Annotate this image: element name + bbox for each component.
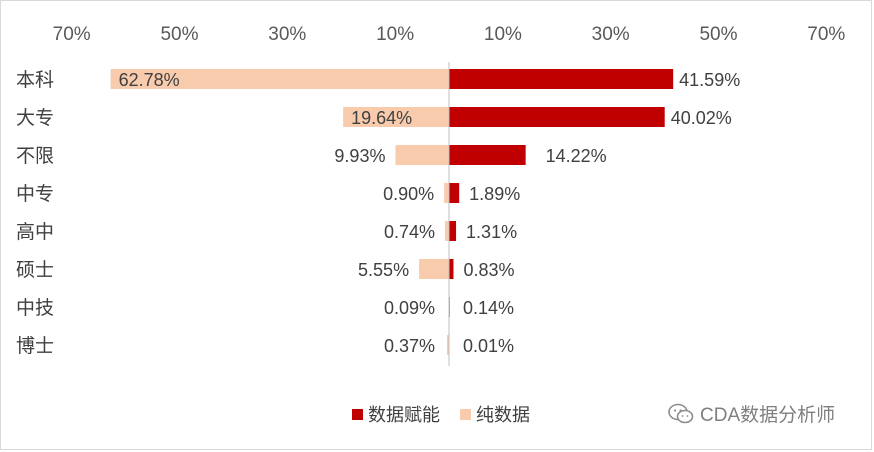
data-label-right: 14.22% xyxy=(546,146,607,166)
data-labels: 62.78% 41.59% 19.64% 40.02% 9.93% 14.22% 0.90%… xyxy=(119,70,741,356)
legend: 数据赋能 纯数据 xyxy=(352,405,530,425)
legend-label: 数据赋能 xyxy=(368,405,440,425)
data-label-right: 41.59% xyxy=(679,70,740,90)
category-label: 中技 xyxy=(16,297,54,319)
data-label-left: 19.64% xyxy=(351,108,412,128)
bar-left xyxy=(343,107,449,127)
bar-right xyxy=(449,183,460,203)
bar-left xyxy=(444,183,449,203)
category-label: 硕士 xyxy=(16,259,54,281)
data-label-left: 5.55% xyxy=(358,260,409,280)
bar-right xyxy=(449,69,674,89)
data-label-right: 1.89% xyxy=(469,184,520,204)
data-label-left: 0.09% xyxy=(384,298,435,318)
bar-left xyxy=(447,335,449,355)
legend-swatch xyxy=(460,409,471,420)
category-label: 高中 xyxy=(16,221,54,243)
x-tick-label: 70% xyxy=(53,24,91,45)
bar-left xyxy=(445,221,449,241)
data-label-right: 1.31% xyxy=(466,222,517,242)
watermark: CDA数据分析师 xyxy=(668,400,835,427)
x-tick-label: 10% xyxy=(376,24,414,45)
x-tick-label: 50% xyxy=(699,24,737,45)
x-tick-label: 10% xyxy=(484,24,522,45)
data-label-right: 40.02% xyxy=(671,108,732,128)
category-label: 博士 xyxy=(16,335,54,357)
right-series-bars xyxy=(449,69,674,355)
x-tick-label: 50% xyxy=(160,24,198,45)
data-label-right: 0.14% xyxy=(463,298,514,318)
bar-left xyxy=(110,69,450,89)
bar-left xyxy=(419,259,449,279)
bar-left xyxy=(395,145,449,165)
bar-right xyxy=(449,259,454,279)
watermark-text: CDA数据分析师 xyxy=(700,405,836,426)
x-tick-label: 30% xyxy=(592,24,630,45)
data-label-right: 0.01% xyxy=(463,336,514,356)
bar-right xyxy=(449,221,457,241)
bar-right xyxy=(449,145,526,165)
data-label-left: 9.93% xyxy=(334,146,385,166)
bar-right xyxy=(449,107,665,127)
category-label: 大专 xyxy=(16,107,54,129)
data-label-left: 0.90% xyxy=(383,184,434,204)
category-label: 中专 xyxy=(16,183,54,205)
data-label-left: 0.37% xyxy=(384,336,435,356)
data-label-left: 62.78% xyxy=(119,70,180,90)
x-tick-label: 30% xyxy=(268,24,306,45)
wechat-icon xyxy=(668,403,694,423)
data-label-left: 0.74% xyxy=(384,222,435,242)
legend-label: 纯数据 xyxy=(476,405,530,425)
left-series-bars xyxy=(110,69,450,355)
category-label: 不限 xyxy=(16,145,54,167)
x-tick-label: 70% xyxy=(807,24,845,45)
data-label-right: 0.83% xyxy=(463,260,514,280)
legend-swatch xyxy=(352,409,363,420)
x-axis-ticks: 70% 50% 30% 10% 10% 30% 50% 70% xyxy=(53,24,846,45)
category-label: 本科 xyxy=(16,69,54,91)
